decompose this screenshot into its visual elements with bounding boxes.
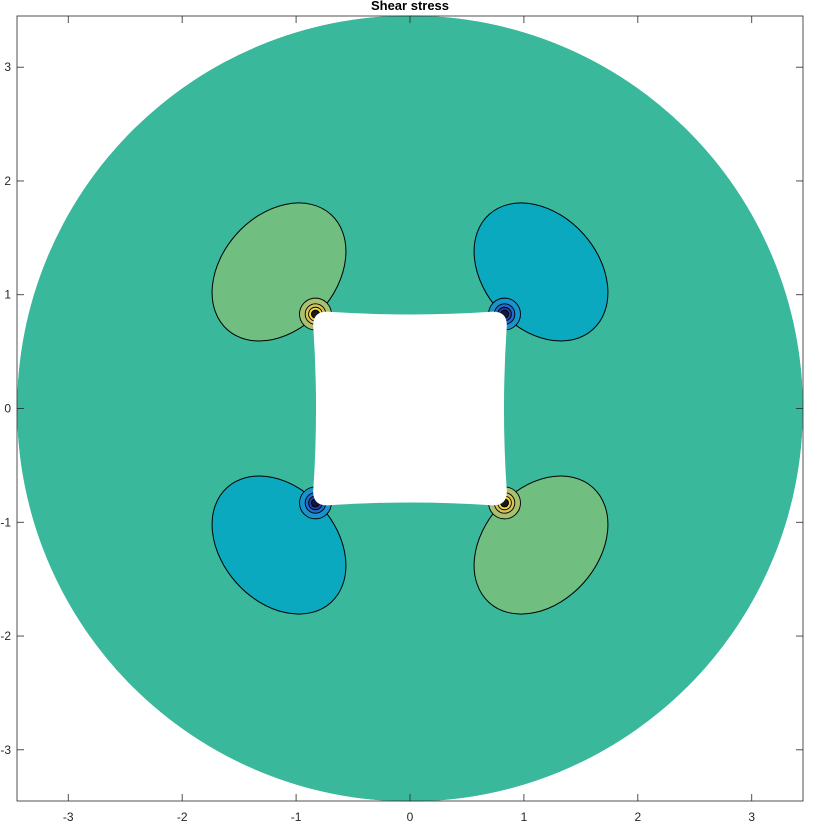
- plot-area: [17, 15, 803, 802]
- x-tick-label: -3: [63, 810, 74, 822]
- y-tick-label: 0: [4, 402, 11, 416]
- x-tick-label: 1: [521, 810, 528, 822]
- y-tick-label: -2: [0, 629, 11, 643]
- y-tick-label: 3: [4, 60, 11, 74]
- y-tick-label: -3: [0, 743, 11, 757]
- x-tick-label: 0: [407, 810, 414, 822]
- y-tick-label: 1: [4, 288, 11, 302]
- x-tick-label: -2: [177, 810, 188, 822]
- x-tick-label: 2: [634, 810, 641, 822]
- x-tick-label: -1: [291, 810, 302, 822]
- x-tick-label: 3: [748, 810, 755, 822]
- y-tick-label: -1: [0, 515, 11, 529]
- y-tick-label: 2: [4, 174, 11, 188]
- domain-group: [17, 15, 803, 802]
- chart-title: Shear stress: [371, 0, 449, 13]
- axes: -3 -2 -1 0 1 2 3 -3 -2 -1 0 1 2 3: [0, 15, 804, 822]
- central-hole: [313, 311, 507, 506]
